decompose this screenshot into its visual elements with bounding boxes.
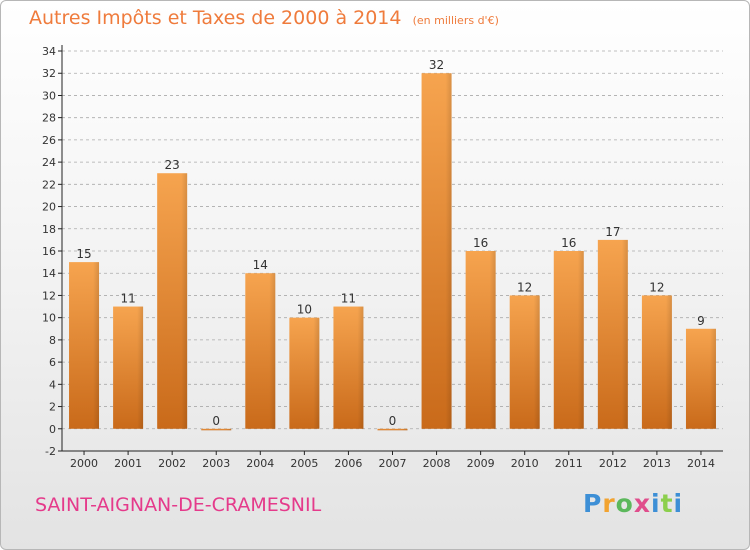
data-label: 17 bbox=[605, 225, 620, 239]
data-label: 9 bbox=[697, 314, 705, 328]
y-tick-label: 30 bbox=[42, 89, 56, 102]
data-label: 23 bbox=[165, 158, 180, 172]
data-label: 16 bbox=[561, 236, 576, 250]
bar-shade bbox=[445, 73, 452, 429]
x-tick-label: 2014 bbox=[687, 457, 715, 470]
chart-title: Autres Impôts et Taxes de 2000 à 2014 bbox=[29, 7, 402, 29]
data-label: 11 bbox=[120, 292, 135, 306]
bar bbox=[201, 428, 232, 431]
y-tick-label: 16 bbox=[42, 245, 56, 258]
data-label: 16 bbox=[473, 236, 488, 250]
x-tick-label: 2008 bbox=[423, 457, 451, 470]
y-tick-label: 8 bbox=[49, 334, 56, 347]
y-tick-label: 18 bbox=[42, 223, 56, 236]
y-tick-label: 6 bbox=[49, 356, 56, 369]
bar-shade bbox=[489, 251, 496, 429]
bar-shade bbox=[225, 428, 232, 431]
bar-shade bbox=[533, 295, 540, 429]
y-tick-label: 32 bbox=[42, 67, 56, 80]
logo-letter: i bbox=[673, 489, 684, 518]
bar-shade bbox=[313, 317, 320, 429]
proxiti-logo[interactable]: Proxiti bbox=[583, 489, 683, 518]
commune-name: SAINT-AIGNAN-DE-CRAMESNIL bbox=[35, 494, 322, 516]
y-tick-label: 14 bbox=[42, 267, 56, 280]
logo-letter: i bbox=[651, 489, 661, 518]
bar-shade bbox=[93, 262, 100, 429]
logo-letter: P bbox=[583, 489, 603, 518]
logo-letter: x bbox=[633, 489, 651, 518]
data-label: 11 bbox=[341, 292, 356, 306]
bar-shade bbox=[357, 306, 364, 429]
x-tick-label: 2000 bbox=[70, 457, 98, 470]
data-label: 15 bbox=[76, 247, 91, 261]
y-tick-label: 22 bbox=[42, 178, 56, 191]
data-label: 32 bbox=[429, 58, 444, 72]
y-tick-label: 0 bbox=[49, 423, 56, 436]
data-label: 12 bbox=[517, 280, 532, 294]
y-tick-label: 26 bbox=[42, 134, 56, 147]
bar-shade bbox=[577, 251, 584, 429]
bar-shade bbox=[709, 328, 716, 429]
chart-title-block: Autres Impôts et Taxes de 2000 à 2014 (e… bbox=[29, 7, 499, 29]
data-label: 14 bbox=[253, 258, 268, 272]
y-tick-label: 4 bbox=[49, 378, 56, 391]
y-tick-label: 12 bbox=[42, 289, 56, 302]
data-label: 10 bbox=[297, 303, 312, 317]
bar-shade bbox=[621, 239, 628, 429]
x-tick-label: 2010 bbox=[511, 457, 539, 470]
x-tick-label: 2004 bbox=[246, 457, 274, 470]
y-tick-label: 2 bbox=[49, 401, 56, 414]
bar bbox=[377, 428, 408, 431]
y-tick-label: 28 bbox=[42, 112, 56, 125]
y-tick-label: 24 bbox=[42, 156, 56, 169]
x-tick-label: 2007 bbox=[379, 457, 407, 470]
y-tick-label: -2 bbox=[45, 445, 56, 458]
y-tick-label: 34 bbox=[42, 45, 56, 58]
x-tick-label: 2012 bbox=[599, 457, 627, 470]
data-label: 0 bbox=[389, 414, 397, 428]
x-tick-label: 2006 bbox=[334, 457, 362, 470]
x-tick-label: 2011 bbox=[555, 457, 583, 470]
data-label: 0 bbox=[212, 414, 220, 428]
y-tick-label: 10 bbox=[42, 312, 56, 325]
x-tick-label: 2003 bbox=[202, 457, 230, 470]
logo-letter: r bbox=[602, 489, 616, 518]
x-tick-label: 2005 bbox=[290, 457, 318, 470]
logo-letter: o bbox=[615, 489, 634, 518]
chart-subtitle: (en milliers d'€) bbox=[412, 14, 499, 27]
bar-shade bbox=[665, 295, 672, 429]
bar-shade bbox=[401, 428, 408, 431]
bar-shade bbox=[137, 306, 144, 429]
x-tick-label: 2001 bbox=[114, 457, 142, 470]
x-tick-label: 2009 bbox=[467, 457, 495, 470]
y-tick-label: 20 bbox=[42, 201, 56, 214]
bar-shade bbox=[269, 273, 276, 429]
x-tick-label: 2002 bbox=[158, 457, 186, 470]
x-tick-label: 2013 bbox=[643, 457, 671, 470]
bar-shade bbox=[181, 173, 188, 429]
data-label: 12 bbox=[649, 280, 664, 294]
logo-letter: t bbox=[660, 489, 674, 518]
